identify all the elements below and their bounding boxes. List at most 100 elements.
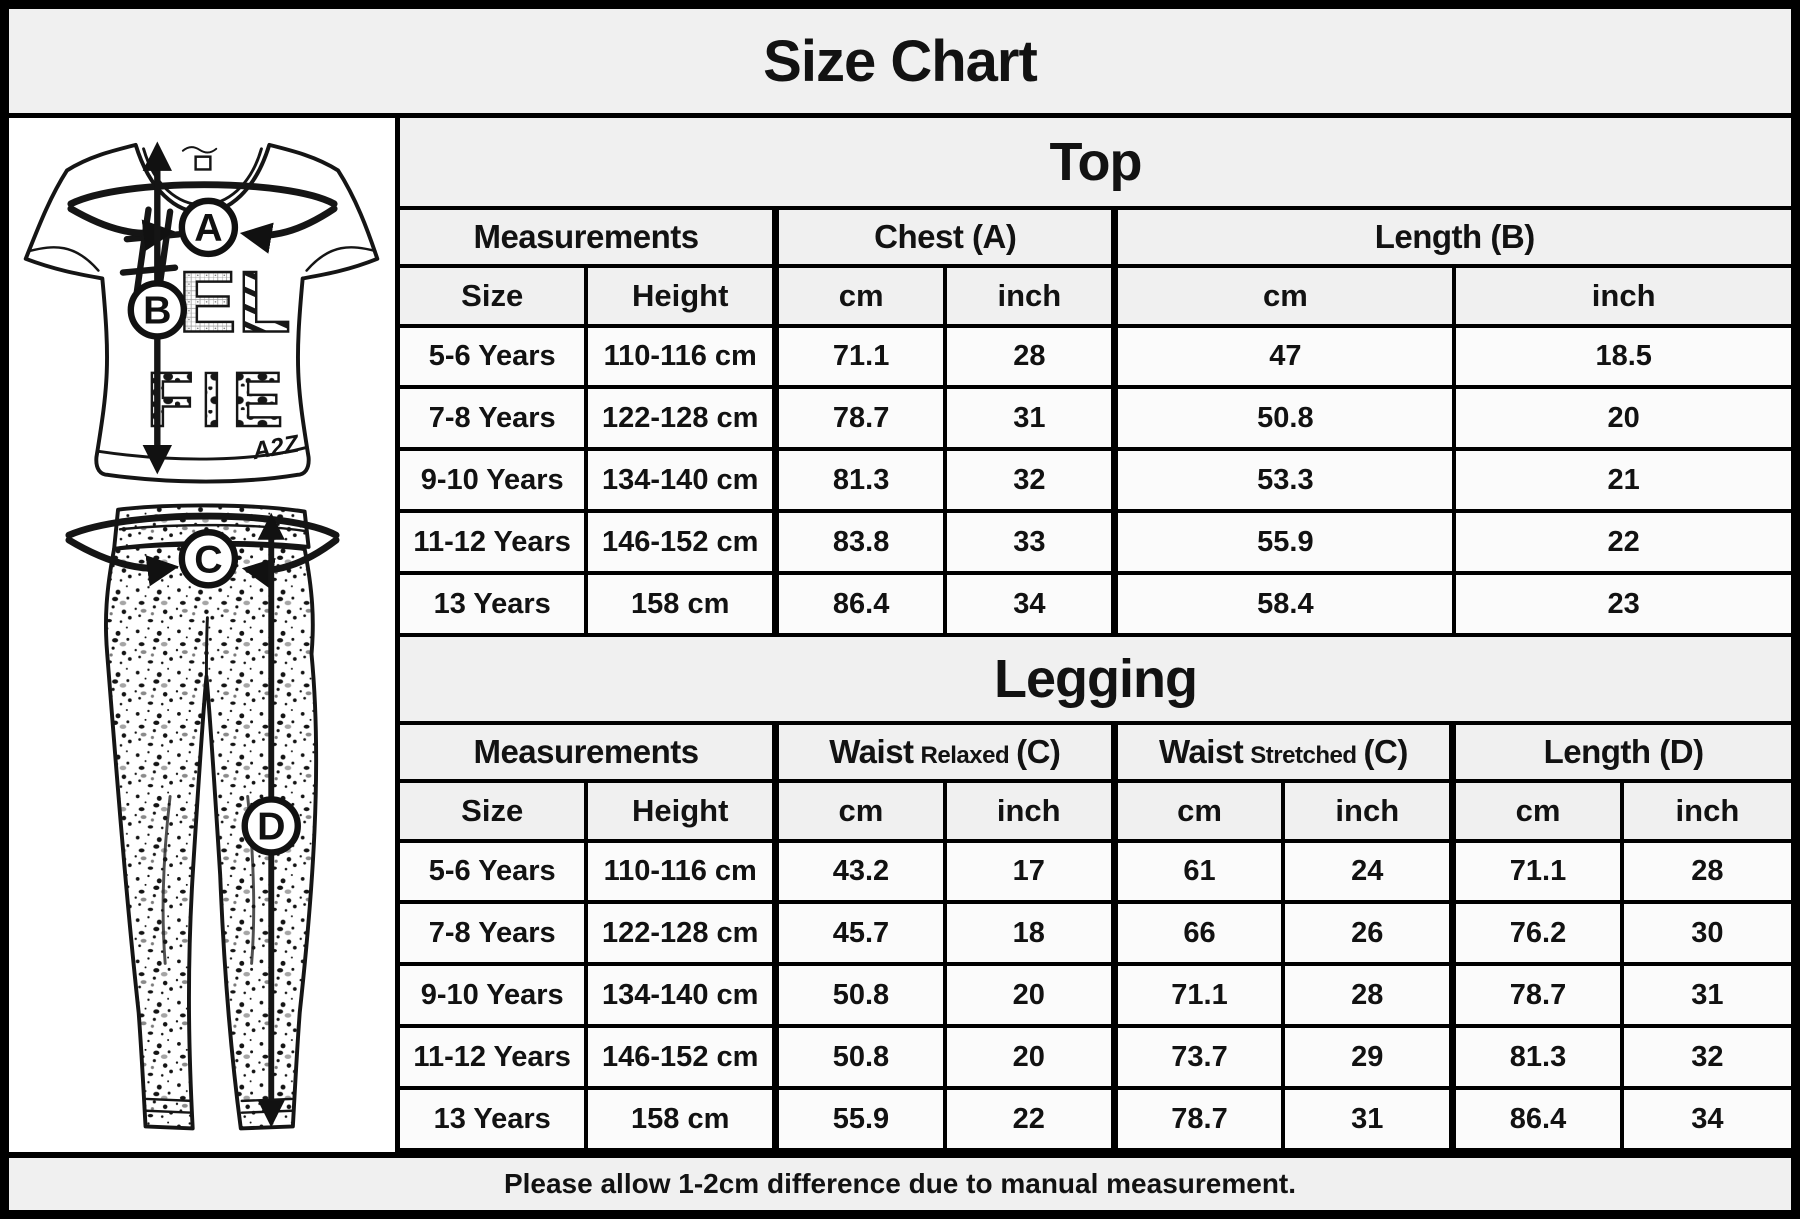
cell-length-inch: 18.5: [1452, 323, 1791, 390]
cell-height: 146-152 cm: [584, 509, 778, 576]
cell-length-cm: 58.4: [1111, 571, 1457, 637]
svg-text:E: E: [178, 255, 236, 351]
cell-size: 11-12 Years: [400, 509, 589, 576]
tshirt-illustration: E L F I E A2Z A: [23, 141, 379, 484]
cell-chest-cm: 83.8: [772, 509, 948, 576]
cell-waist-relaxed-inch: 20: [942, 1024, 1117, 1091]
table-row: 11-12 Years 146-152 cm 50.8 20 73.7 29 8…: [400, 1024, 1791, 1091]
cell-size: 5-6 Years: [400, 323, 589, 390]
cell-chest-cm: 71.1: [772, 323, 948, 390]
cell-chest-inch: 34: [943, 571, 1117, 637]
svg-text:E: E: [231, 358, 282, 443]
header-measurements: Measurements: [400, 210, 778, 268]
cell-waist-relaxed-cm: 50.8: [772, 962, 947, 1029]
header-waist-stretched: Waist Stretched (C): [1110, 725, 1455, 783]
svg-text:I: I: [200, 358, 221, 443]
subheader-size: Size: [400, 263, 589, 328]
svg-text:L: L: [237, 255, 290, 351]
cell-length-inch: 20: [1452, 385, 1791, 452]
table-row: 9-10 Years 134-140 cm 50.8 20 71.1 28 78…: [400, 962, 1791, 1029]
subheader-chest-cm: cm: [772, 263, 948, 328]
cell-waist-stretched-cm: 66: [1110, 900, 1286, 967]
table-row: 5-6 Years 110-116 cm 43.2 17 61 24 71.1 …: [400, 838, 1791, 905]
cell-size: 13 Years: [400, 571, 589, 637]
tables-panel: Top Measurements Chest (A) Length (B) Si…: [400, 118, 1791, 1152]
cell-waist-stretched-inch: 28: [1281, 962, 1455, 1029]
illustration-panel: E L F I E A2Z A: [9, 118, 400, 1152]
cell-waist-stretched-inch: 26: [1281, 900, 1455, 967]
cell-length-inch: 30: [1619, 900, 1791, 967]
cell-waist-relaxed-cm: 45.7: [772, 900, 947, 967]
cell-length-inch: 28: [1619, 838, 1791, 905]
top-length-marker-b: B: [127, 280, 187, 340]
cell-length-cm: 71.1: [1449, 838, 1624, 905]
subheader-waist-relaxed-cm: cm: [772, 778, 947, 843]
cell-chest-inch: 33: [943, 509, 1117, 576]
waist-qualifier: Stretched: [1250, 741, 1357, 769]
header-waist-relaxed: Waist Relaxed (C): [772, 725, 1117, 783]
svg-text:D: D: [257, 805, 285, 849]
table-row: 7-8 Years 122-128 cm 78.7 31 50.8 20: [400, 385, 1791, 452]
cell-waist-relaxed-inch: 18: [942, 900, 1117, 967]
cell-height: 110-116 cm: [584, 838, 778, 905]
subheader-waist-relaxed-inch: inch: [942, 778, 1117, 843]
legging-section-title-text: Legging: [994, 649, 1198, 709]
cell-length-inch: 23: [1452, 571, 1791, 637]
cell-waist-stretched-cm: 73.7: [1110, 1024, 1286, 1091]
cell-waist-stretched-inch: 31: [1281, 1086, 1455, 1152]
cell-chest-cm: 81.3: [772, 447, 948, 514]
svg-text:B: B: [143, 289, 171, 333]
cell-waist-stretched-cm: 71.1: [1110, 962, 1286, 1029]
cell-waist-relaxed-cm: 43.2: [772, 838, 947, 905]
cell-chest-inch: 31: [943, 385, 1117, 452]
subheader-waist-stretched-inch: inch: [1281, 778, 1455, 843]
table-row: 13 Years 158 cm 86.4 34 58.4 23: [400, 571, 1791, 637]
cell-chest-inch: 32: [943, 447, 1117, 514]
subheader-height: Height: [584, 778, 778, 843]
cell-height: 134-140 cm: [584, 447, 778, 514]
subheader-size: Size: [400, 778, 589, 843]
cell-length-inch: 34: [1619, 1086, 1791, 1152]
legging-size-table: Measurements Waist Relaxed (C) Waist Stretc…: [400, 725, 1791, 1152]
cell-waist-stretched-inch: 29: [1281, 1024, 1455, 1091]
cell-waist-stretched-inch: 24: [1281, 838, 1455, 905]
top-section-title-text: Top: [1049, 132, 1143, 192]
page-title: Size Chart: [763, 28, 1038, 94]
subheader-length-cm: cm: [1111, 263, 1457, 328]
cell-length-cm: 78.7: [1449, 962, 1624, 1029]
svg-text:A: A: [194, 206, 222, 250]
header-chest: Chest (A): [772, 210, 1117, 268]
svg-text:C: C: [194, 538, 222, 582]
cell-chest-cm: 78.7: [772, 385, 948, 452]
legging-illustration: C D: [64, 503, 340, 1131]
legging-section-title: Legging: [400, 637, 1791, 725]
cell-length-cm: 86.4: [1449, 1086, 1624, 1152]
svg-text:F: F: [146, 358, 193, 443]
cell-size: 5-6 Years: [400, 838, 589, 905]
cell-size: 9-10 Years: [400, 447, 589, 514]
cell-length-inch: 21: [1452, 447, 1791, 514]
cell-height: 134-140 cm: [584, 962, 778, 1029]
waist-qualifier: Relaxed: [920, 741, 1010, 769]
subheader-length-inch: inch: [1619, 778, 1791, 843]
cell-size: 13 Years: [400, 1086, 589, 1152]
cell-length-inch: 22: [1452, 509, 1791, 576]
subheader-length-cm: cm: [1449, 778, 1624, 843]
table-row: 9-10 Years 134-140 cm 81.3 32 53.3 21: [400, 447, 1791, 514]
waist-marker-c: C: [178, 529, 238, 589]
header-measurements: Measurements: [400, 725, 778, 783]
cell-waist-stretched-cm: 61: [1110, 838, 1286, 905]
cell-height: 122-128 cm: [584, 385, 778, 452]
table-row: 13 Years 158 cm 55.9 22 78.7 31 86.4 34: [400, 1086, 1791, 1152]
top-size-table: Measurements Chest (A) Length (B) Size H…: [400, 210, 1791, 637]
cell-chest-inch: 28: [943, 323, 1117, 390]
cell-length-cm: 50.8: [1111, 385, 1457, 452]
cell-length-cm: 47: [1111, 323, 1457, 390]
cell-waist-relaxed-inch: 20: [942, 962, 1117, 1029]
table-row: 7-8 Years 122-128 cm 45.7 18 66 26 76.2 …: [400, 900, 1791, 967]
cell-length-cm: 53.3: [1111, 447, 1457, 514]
waist-word: Waist: [829, 732, 914, 770]
note-bar: Please allow 1-2cm difference due to man…: [9, 1152, 1791, 1210]
cell-length-cm: 81.3: [1449, 1024, 1624, 1091]
waist-marker-ref: (C): [1363, 732, 1409, 770]
